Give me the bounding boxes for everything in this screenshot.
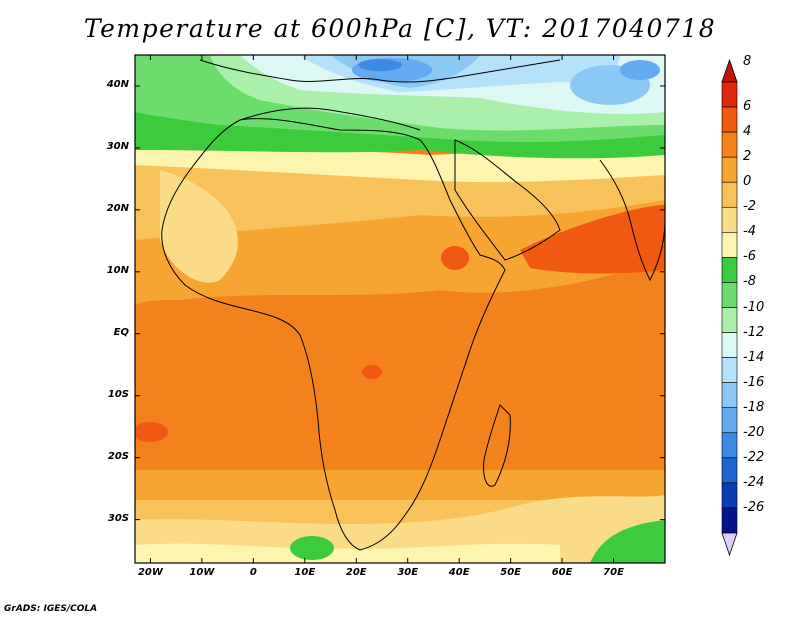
lat-label: 10S (107, 388, 129, 400)
colorbar-label: -18 (743, 399, 765, 415)
europe-coast (199, 59, 561, 83)
lon-label: 20E (345, 567, 367, 578)
lon-label: 70E (603, 567, 624, 578)
colorbar-label: -2 (743, 199, 756, 215)
colorbar-swatch (721, 206, 738, 233)
lon-label: 40E (448, 567, 470, 578)
colorbar-label: -24 (743, 474, 765, 490)
colorbar-under-triangle (721, 532, 738, 557)
colorbar-label: -4 (743, 224, 756, 240)
madagascar-outline (483, 404, 511, 487)
lon-label: 0 (249, 567, 257, 578)
field-ne-m18 (620, 60, 660, 80)
colorbar-swatch (721, 307, 738, 333)
colorbar-swatch (721, 232, 738, 258)
lat-label: 10N (106, 264, 129, 276)
arabia-outline (454, 139, 561, 261)
credit-text: GrADS: IGES/COLA (4, 604, 98, 614)
lon-label: 30E (397, 567, 419, 578)
lon-label: 10E (294, 567, 316, 578)
field-sahara-band-m2 (160, 170, 238, 283)
colorbar-swatch (721, 131, 738, 158)
colorbar-swatch (721, 507, 738, 534)
colorbar-over-triangle (721, 58, 738, 83)
colorbar-label: 8 (743, 54, 752, 69)
field-central-warm (135, 313, 665, 435)
colorbar-swatch (721, 106, 738, 133)
colorbar-label: -10 (743, 299, 765, 315)
colorbar-label: -16 (743, 374, 765, 390)
field-south-band-m4 (135, 543, 560, 563)
lon-label: 50E (500, 567, 521, 578)
colorbar-label: -6 (743, 249, 756, 265)
colorbar-label: -8 (743, 274, 756, 290)
colorbar-swatch (721, 332, 738, 358)
colorbar (721, 58, 738, 557)
colorbar-swatch (721, 181, 738, 208)
colorbar-swatch (721, 432, 738, 459)
colorbar-swatch (721, 382, 738, 409)
field-congo-hot (362, 365, 382, 379)
india-outline (599, 159, 665, 282)
lon-label: 60E (551, 567, 573, 578)
chart-title: Temperature at 600hPa [C], VT: 201704071… (83, 14, 717, 43)
colorbar-swatch (721, 482, 738, 509)
colorbar-swatch (721, 81, 738, 108)
lat-label: 40N (106, 78, 129, 90)
lat-label: 30N (106, 140, 129, 152)
lat-label: EQ (113, 326, 129, 338)
field-ethiopia-hot (441, 246, 469, 270)
colorbar-label: -22 (743, 449, 765, 465)
temperature-field (135, 55, 665, 563)
colorbar-swatch (721, 282, 738, 308)
colorbar-swatch (721, 457, 738, 484)
map-border (134, 54, 666, 564)
colorbar-swatch (721, 257, 738, 283)
coastlines (161, 59, 665, 551)
mediterranean-south (239, 107, 421, 131)
colorbar-swatch (721, 407, 738, 434)
colorbar-label: -20 (743, 424, 765, 440)
lat-label: 30S (107, 512, 129, 524)
axis-ticks (135, 55, 665, 563)
africa-outline (161, 118, 506, 551)
field-sw-cold-blob (290, 536, 334, 560)
lat-label: 20N (106, 202, 129, 214)
lon-label: 20W (137, 567, 163, 578)
colorbar-label: 4 (743, 124, 752, 140)
field-west-hot (135, 422, 168, 442)
field-arabian-hot (520, 205, 665, 274)
colorbar-label: -14 (743, 349, 765, 365)
colorbar-label: 0 (743, 174, 752, 190)
colorbar-label: 2 (743, 149, 752, 165)
colorbar-label: -12 (743, 324, 765, 340)
colorbar-label: 6 (743, 99, 752, 115)
colorbar-label: -26 (743, 499, 765, 515)
lat-label: 20S (107, 450, 129, 462)
field-north-m20 (358, 59, 402, 71)
field-se-cold-area (590, 520, 665, 563)
colorbar-swatch (721, 357, 738, 383)
lon-label: 10W (189, 567, 215, 578)
colorbar-swatch (721, 156, 738, 183)
